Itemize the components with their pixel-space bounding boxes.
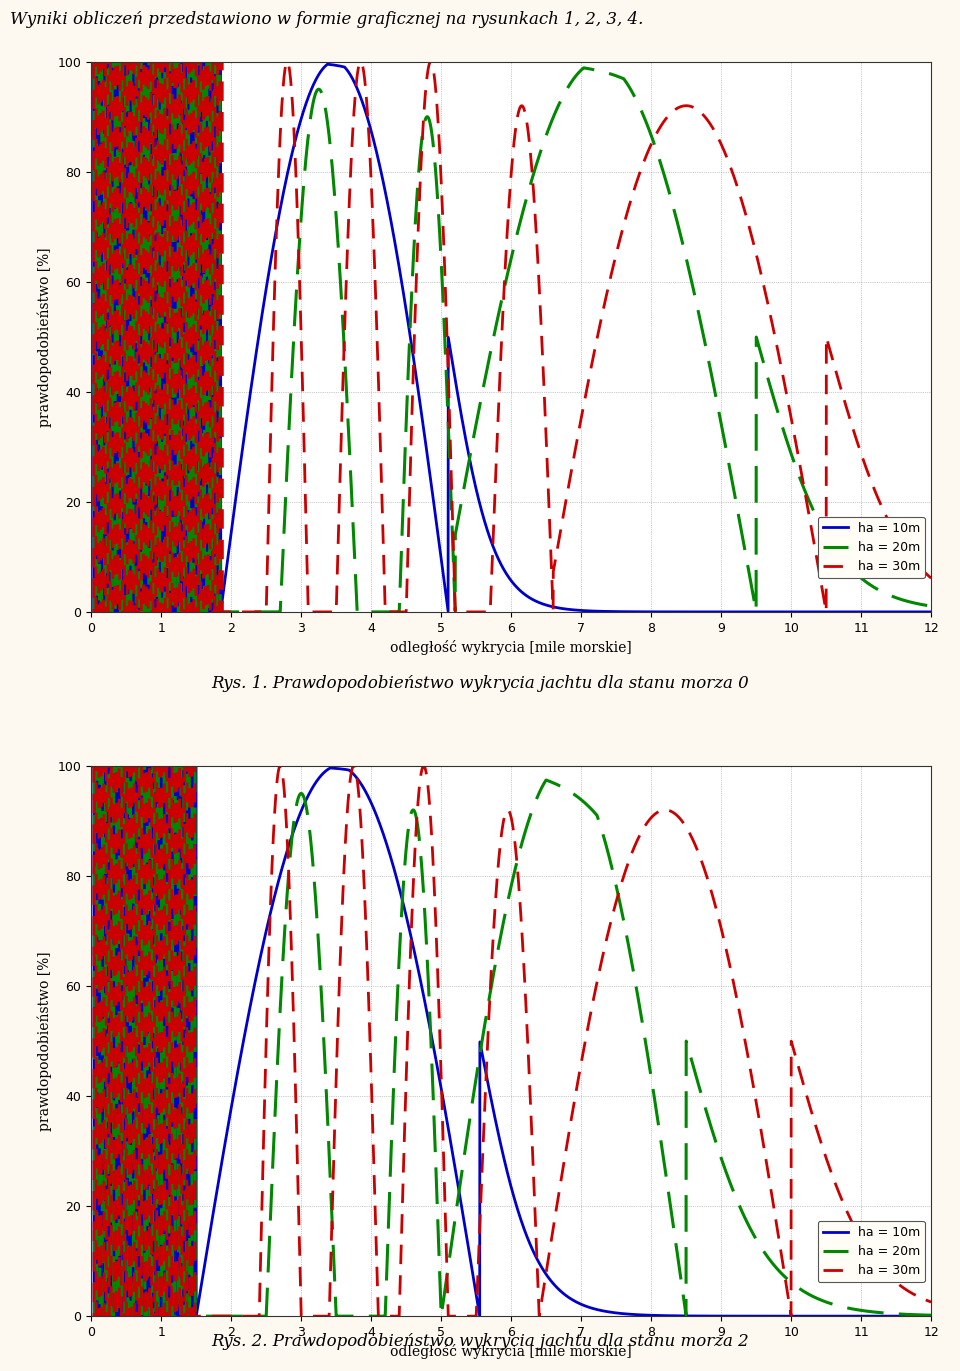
Legend: ha = 10m, ha = 20m, ha = 30m: ha = 10m, ha = 20m, ha = 30m <box>818 517 924 579</box>
Y-axis label: prawdopodobieństwo [%]: prawdopodobieństwo [%] <box>37 247 52 426</box>
ha = 20m <box>238 1308 250 1324</box>
ha = 20m <box>712 1141 724 1157</box>
Text: Wyniki obliczeń przedstawiono w formie graficznej na rysunkach 1, 2, 3, 4.: Wyniki obliczeń przedstawiono w formie g… <box>10 11 643 27</box>
ha = 10m <box>777 1308 788 1324</box>
ha = 20m <box>589 805 601 821</box>
X-axis label: odległość wykrycia [mile morskie]: odległość wykrycia [mile morskie] <box>391 640 632 655</box>
ha = 10m <box>925 1308 937 1324</box>
ha = 20m <box>925 598 937 614</box>
ha = 20m <box>589 62 601 78</box>
ha = 10m <box>85 53 97 70</box>
ha = 10m <box>777 603 788 620</box>
ha = 20m <box>88 603 100 620</box>
ha = 20m <box>406 802 418 818</box>
ha = 10m <box>589 1301 601 1318</box>
ha = 10m <box>88 603 100 620</box>
ha = 20m <box>632 987 643 1004</box>
ha = 30m <box>238 603 250 620</box>
ha = 10m <box>238 430 250 447</box>
ha = 20m <box>85 53 97 70</box>
ha = 20m <box>777 1265 788 1282</box>
ha = 10m <box>88 1308 100 1324</box>
ha = 30m <box>712 908 724 924</box>
Line: ha = 20m: ha = 20m <box>91 62 931 611</box>
ha = 30m <box>777 363 788 380</box>
Text: Rys. 1. Prawdopodobieństwo wykrycia jachtu dla stanu morza 0: Rys. 1. Prawdopodobieństwo wykrycia jach… <box>211 675 749 691</box>
Line: ha = 30m: ha = 30m <box>91 62 931 611</box>
ha = 10m <box>712 603 724 620</box>
ha = 20m <box>238 603 250 620</box>
ha = 20m <box>85 758 97 775</box>
Line: ha = 30m: ha = 30m <box>91 766 931 1316</box>
ha = 10m <box>589 603 601 620</box>
ha = 10m <box>632 603 643 620</box>
ha = 10m <box>632 1307 643 1323</box>
ha = 30m <box>589 983 601 999</box>
ha = 10m <box>406 934 418 950</box>
Text: Rys. 2. Prawdopodobieństwo wykrycia jachtu dla stanu morza 2: Rys. 2. Prawdopodobieństwo wykrycia jach… <box>211 1334 749 1350</box>
Line: ha = 10m: ha = 10m <box>91 766 931 1316</box>
X-axis label: odległość wykrycia [mile morskie]: odległość wykrycia [mile morskie] <box>391 1345 632 1360</box>
Line: ha = 10m: ha = 10m <box>91 62 931 611</box>
ha = 30m <box>85 758 97 775</box>
ha = 20m <box>777 417 788 433</box>
Y-axis label: prawdopodobieństwo [%]: prawdopodobieństwo [%] <box>37 951 52 1131</box>
ha = 30m <box>632 171 643 188</box>
ha = 30m <box>632 831 643 847</box>
ha = 30m <box>589 340 601 356</box>
ha = 10m <box>406 341 418 358</box>
ha = 20m <box>712 400 724 417</box>
ha = 10m <box>85 758 97 775</box>
ha = 30m <box>238 1308 250 1324</box>
ha = 30m <box>777 1250 788 1267</box>
ha = 10m <box>712 1308 724 1324</box>
Legend: ha = 10m, ha = 20m, ha = 30m: ha = 10m, ha = 20m, ha = 30m <box>818 1222 924 1282</box>
ha = 10m <box>925 603 937 620</box>
ha = 30m <box>925 1294 937 1311</box>
ha = 30m <box>85 53 97 70</box>
ha = 10m <box>238 1030 250 1046</box>
ha = 30m <box>406 393 418 410</box>
ha = 30m <box>406 898 418 914</box>
ha = 30m <box>88 603 100 620</box>
ha = 30m <box>925 570 937 587</box>
ha = 20m <box>406 271 418 288</box>
Line: ha = 20m: ha = 20m <box>91 766 931 1316</box>
ha = 20m <box>925 1307 937 1323</box>
ha = 20m <box>632 95 643 111</box>
ha = 20m <box>88 1308 100 1324</box>
ha = 30m <box>712 130 724 147</box>
ha = 30m <box>88 1308 100 1324</box>
